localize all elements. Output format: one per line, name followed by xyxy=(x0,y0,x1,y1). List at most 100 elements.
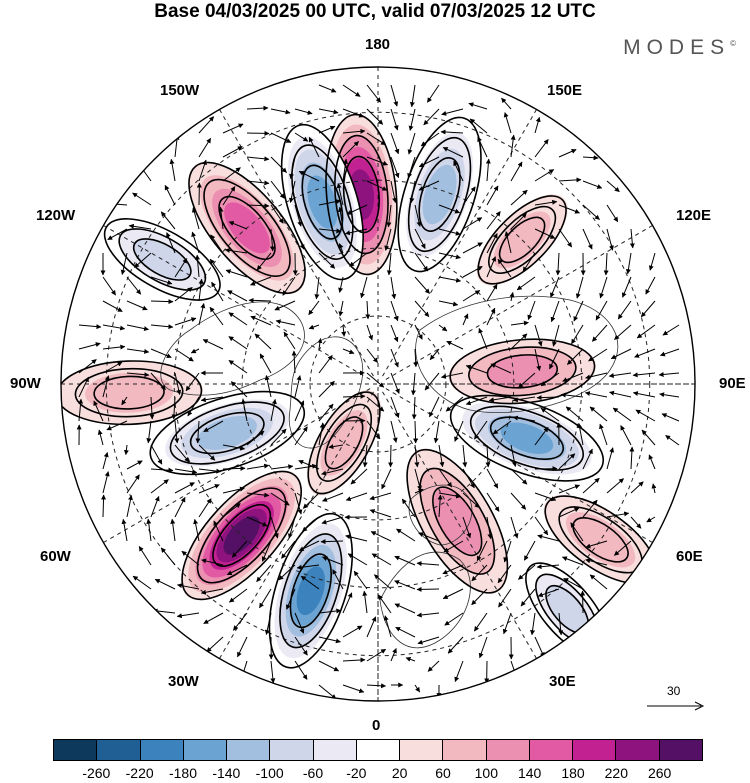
wind-vector xyxy=(462,444,468,468)
colorbar-tick-label: -100 xyxy=(255,765,284,781)
wind-vector xyxy=(429,348,440,361)
contour-line xyxy=(268,512,353,669)
wind-vector xyxy=(561,556,584,566)
wind-vector xyxy=(102,344,126,350)
wind-vector xyxy=(228,312,248,326)
wind-vector xyxy=(171,396,177,420)
wind-vector xyxy=(438,444,445,468)
contour-6 xyxy=(149,390,306,476)
wind-vector xyxy=(362,590,368,614)
contour-line xyxy=(218,195,276,260)
wind-vector xyxy=(629,446,635,470)
wind-vector xyxy=(437,494,443,518)
wind-vector xyxy=(585,558,608,566)
wind-vector xyxy=(486,283,498,302)
contour-line xyxy=(196,487,287,584)
wind-vector xyxy=(342,592,353,614)
wind-vector xyxy=(603,252,609,276)
wind-vector xyxy=(497,258,512,278)
wind-vector xyxy=(401,498,416,518)
contour-line xyxy=(132,238,192,281)
wind-vector xyxy=(302,516,320,532)
wind-vector xyxy=(462,186,476,206)
wind-vector xyxy=(414,228,426,249)
wind-vector xyxy=(462,242,483,254)
wind-vector xyxy=(228,221,248,230)
wind-vector xyxy=(534,116,541,134)
wind-vector xyxy=(318,228,342,234)
wind-vector xyxy=(170,518,176,542)
wind-vector xyxy=(441,108,464,116)
wind-vector xyxy=(630,516,642,529)
wind-vector xyxy=(97,429,104,446)
wind-vector xyxy=(490,363,512,374)
wind-vector xyxy=(471,564,488,582)
colorbar-tick-label: -180 xyxy=(168,765,198,781)
wind-vector xyxy=(342,141,359,158)
wind-vector xyxy=(407,132,416,155)
wind-vector xyxy=(565,406,584,422)
wind-vector xyxy=(659,392,680,398)
wind-vector xyxy=(555,252,561,276)
wind-vector xyxy=(120,252,128,275)
colorbar-tick-label: 260 xyxy=(647,765,672,781)
wind-vector xyxy=(318,403,334,422)
wind-vector xyxy=(370,531,392,542)
lon-label-120w: 120W xyxy=(36,207,76,224)
latitude-circle xyxy=(241,247,515,521)
wind-vector xyxy=(318,684,337,700)
wind-vector xyxy=(429,396,440,418)
lon-label-0: 0 xyxy=(372,717,381,734)
wind-vector xyxy=(662,324,680,336)
wind-vector xyxy=(222,167,241,182)
wind-vector xyxy=(123,444,129,456)
wind-vector xyxy=(296,564,320,570)
coastline-scandinavia xyxy=(408,484,473,546)
wind-vector xyxy=(233,612,248,631)
coastline-siberia xyxy=(415,295,619,413)
wind-vector xyxy=(394,555,416,566)
wind-vector xyxy=(606,478,624,494)
anomaly-band xyxy=(545,585,589,634)
wind-vector xyxy=(486,307,496,326)
wind-vector xyxy=(342,128,366,134)
wind-vector xyxy=(338,243,344,254)
wind-vector xyxy=(527,300,536,321)
wind-vector xyxy=(318,636,341,644)
wind-vector xyxy=(228,360,248,374)
wind-vector xyxy=(338,276,344,293)
wind-vector xyxy=(150,299,174,305)
wind-vector xyxy=(317,337,323,350)
wind-vector xyxy=(651,483,657,494)
wind-vector xyxy=(101,494,107,518)
wind-vector xyxy=(486,516,493,540)
wind-vector xyxy=(198,303,206,326)
wind-vector xyxy=(128,223,152,230)
wind-vector xyxy=(246,430,265,446)
wind-vector xyxy=(294,612,305,634)
wind-vector xyxy=(294,400,305,422)
wind-vector xyxy=(582,477,600,494)
wind-vector xyxy=(126,348,150,354)
wind-vector xyxy=(230,381,248,398)
wind-vector xyxy=(620,425,632,446)
wind-vector xyxy=(287,516,296,539)
wind-vector xyxy=(241,398,248,422)
wind-vector xyxy=(420,132,440,147)
wind-vector xyxy=(418,180,440,191)
wind-vector xyxy=(270,180,285,199)
wind-vector xyxy=(353,570,368,590)
wind-vector xyxy=(146,518,152,542)
wind-vector xyxy=(589,574,608,590)
wind-vector xyxy=(318,660,340,672)
wind-vector xyxy=(291,350,297,374)
wind-vector xyxy=(502,612,512,635)
wind-vector xyxy=(442,147,464,158)
wind-vector xyxy=(388,444,394,468)
contour-line xyxy=(432,486,483,557)
wind-vector xyxy=(174,420,180,444)
wind-vector xyxy=(203,420,224,433)
wind-vector xyxy=(278,564,296,581)
lon-label-120e: 120E xyxy=(676,207,712,224)
wind-vector xyxy=(486,256,497,278)
